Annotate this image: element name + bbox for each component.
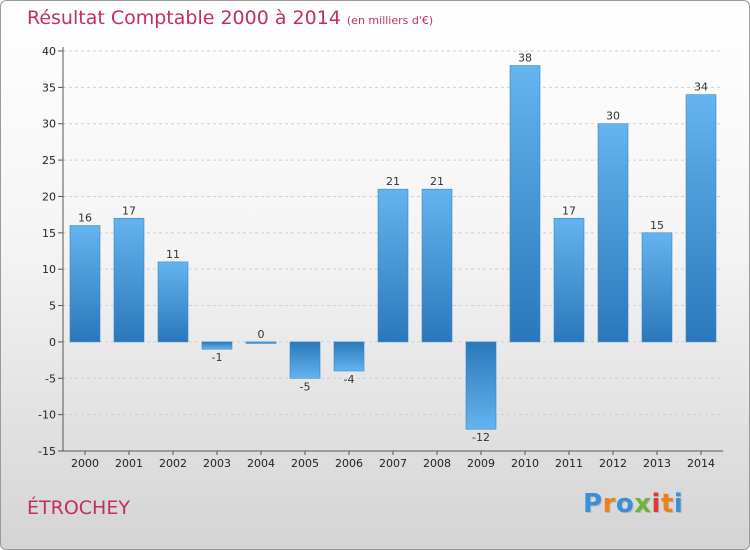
bar-2011 xyxy=(553,217,585,343)
data-label-2005: -5 xyxy=(300,380,311,393)
logo-letter: o xyxy=(615,489,635,519)
chart-title-text: Résultat Comptable 2000 à 2014 xyxy=(27,7,341,29)
data-label-2012: 30 xyxy=(606,110,620,123)
bar-2005 xyxy=(289,341,321,379)
y-tick-label: 30 xyxy=(42,118,56,131)
y-tick-label: 10 xyxy=(42,263,56,276)
data-label-2010: 38 xyxy=(518,52,532,65)
logo-letter: x xyxy=(634,489,652,519)
x-tick-label-2002: 2002 xyxy=(159,457,187,470)
x-tick-label-2006: 2006 xyxy=(335,457,363,470)
y-tick-label: 40 xyxy=(42,45,56,58)
x-tick-label-2013: 2013 xyxy=(643,457,671,470)
x-tick-label-2010: 2010 xyxy=(511,457,539,470)
logo-letter: P xyxy=(583,489,603,519)
bar-2000 xyxy=(69,225,101,343)
bar-2009 xyxy=(465,341,497,430)
data-label-2014: 34 xyxy=(694,81,708,94)
logo-letter: i xyxy=(651,489,661,519)
bar-2006 xyxy=(333,341,365,372)
bar-2014 xyxy=(685,94,717,343)
x-tick-label-2009: 2009 xyxy=(467,457,495,470)
bar-2003 xyxy=(201,341,233,350)
logo-letter: t xyxy=(660,489,674,519)
y-tick-label: 20 xyxy=(42,190,56,203)
x-tick-label-2000: 2000 xyxy=(71,457,99,470)
x-tick-label-2011: 2011 xyxy=(555,457,583,470)
y-tick-label: -10 xyxy=(38,409,56,422)
y-tick-label: 15 xyxy=(42,227,56,240)
commune-name: ÉTROCHEY xyxy=(27,497,130,519)
data-label-2001: 17 xyxy=(122,204,136,217)
data-label-2009: -12 xyxy=(472,431,490,444)
x-tick-label-2005: 2005 xyxy=(291,457,319,470)
bar-2001 xyxy=(113,217,145,343)
x-tick-label-2014: 2014 xyxy=(687,457,715,470)
logo-letter: r xyxy=(602,489,616,519)
data-label-2007: 21 xyxy=(386,175,400,188)
y-tick-label: 35 xyxy=(42,81,56,94)
bar-2013 xyxy=(641,232,673,343)
y-tick-label: -15 xyxy=(38,445,56,458)
data-label-2013: 15 xyxy=(650,219,664,232)
x-tick-label-2003: 2003 xyxy=(203,457,231,470)
y-tick-label: 5 xyxy=(49,300,56,313)
bar-2008 xyxy=(421,188,453,343)
x-tick-label-2012: 2012 xyxy=(599,457,627,470)
proxiti-logo: Proxiti xyxy=(583,489,683,519)
logo-letter: i xyxy=(673,489,684,519)
chart-title: Résultat Comptable 2000 à 2014 (en millie… xyxy=(27,7,433,29)
data-label-2008: 21 xyxy=(430,175,444,188)
data-label-2011: 17 xyxy=(562,204,576,217)
y-tick-label: 0 xyxy=(49,336,56,349)
y-tick-label: -5 xyxy=(45,372,56,385)
bar-2004 xyxy=(245,341,277,344)
x-tick-label-2008: 2008 xyxy=(423,457,451,470)
y-tick-label: 25 xyxy=(42,154,56,167)
data-label-2004: 0 xyxy=(258,328,265,341)
x-tick-label-2001: 2001 xyxy=(115,457,143,470)
chart-title-unit: (en milliers d'€) xyxy=(346,14,434,27)
bar-2007 xyxy=(377,188,409,343)
bar-2012 xyxy=(597,123,629,343)
data-label-2006: -4 xyxy=(344,373,355,386)
data-label-2003: -1 xyxy=(212,351,223,364)
data-label-2000: 16 xyxy=(78,212,92,225)
bar-2010 xyxy=(509,65,541,343)
data-label-2002: 11 xyxy=(166,248,180,261)
bar-2002 xyxy=(157,261,189,343)
x-tick-label-2004: 2004 xyxy=(247,457,275,470)
x-tick-label-2007: 2007 xyxy=(379,457,407,470)
